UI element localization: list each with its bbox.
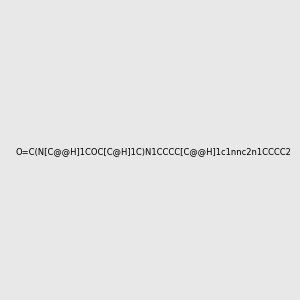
Text: O=C(N[C@@H]1COC[C@H]1C)N1CCCC[C@@H]1c1nnc2n1CCCC2: O=C(N[C@@H]1COC[C@H]1C)N1CCCC[C@@H]1c1nn… [16,147,292,156]
